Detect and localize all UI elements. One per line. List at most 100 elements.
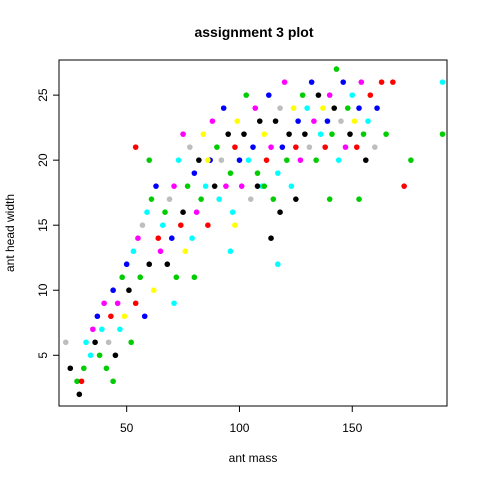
data-point bbox=[282, 79, 288, 85]
data-point bbox=[232, 144, 238, 150]
data-point bbox=[257, 118, 263, 124]
data-point bbox=[372, 144, 378, 150]
data-point bbox=[363, 157, 369, 163]
data-point bbox=[160, 222, 166, 228]
data-point bbox=[137, 274, 143, 280]
data-point bbox=[189, 235, 195, 241]
data-point bbox=[345, 105, 351, 111]
data-point bbox=[354, 144, 360, 150]
data-point bbox=[214, 144, 220, 150]
chart-title: assignment 3 plot bbox=[194, 24, 313, 40]
data-point bbox=[264, 157, 270, 163]
data-point bbox=[318, 131, 324, 137]
data-point bbox=[99, 326, 105, 332]
data-point bbox=[223, 183, 229, 189]
data-point bbox=[149, 196, 155, 202]
data-point bbox=[383, 131, 389, 137]
data-point bbox=[248, 196, 254, 202]
data-point bbox=[176, 157, 182, 163]
data-point bbox=[368, 92, 374, 98]
data-point bbox=[192, 274, 198, 280]
data-point bbox=[146, 261, 152, 267]
data-point bbox=[187, 144, 193, 150]
data-point bbox=[291, 105, 297, 111]
data-point bbox=[115, 300, 121, 306]
x-axis-label: ant mass bbox=[229, 451, 278, 465]
data-point bbox=[327, 92, 333, 98]
data-point bbox=[104, 365, 110, 371]
data-point bbox=[246, 157, 252, 163]
data-point bbox=[77, 391, 83, 397]
data-point bbox=[221, 105, 227, 111]
data-point bbox=[379, 79, 385, 85]
data-point bbox=[277, 209, 283, 215]
data-point bbox=[110, 287, 116, 293]
data-point bbox=[133, 300, 139, 306]
data-point bbox=[153, 183, 159, 189]
data-point bbox=[92, 339, 98, 345]
data-point bbox=[334, 66, 340, 72]
y-tick-label: 15 bbox=[36, 218, 50, 232]
data-point bbox=[273, 118, 279, 124]
data-point bbox=[194, 209, 200, 215]
data-point bbox=[106, 339, 112, 345]
x-axis: 50 100 150 bbox=[120, 406, 363, 435]
data-point bbox=[124, 261, 130, 267]
data-point bbox=[198, 196, 204, 202]
data-point bbox=[329, 131, 335, 137]
data-point bbox=[142, 313, 148, 319]
data-point bbox=[185, 183, 191, 189]
x-tick-label: 150 bbox=[342, 421, 362, 435]
data-point bbox=[280, 144, 286, 150]
x-tick-label: 50 bbox=[120, 421, 134, 435]
data-point bbox=[201, 131, 207, 137]
data-point bbox=[286, 131, 292, 137]
data-point bbox=[97, 352, 103, 358]
data-point bbox=[275, 170, 281, 176]
data-point bbox=[331, 105, 337, 111]
data-point bbox=[320, 105, 326, 111]
data-point bbox=[144, 209, 150, 215]
data-point bbox=[304, 105, 310, 111]
y-tick-label: 10 bbox=[36, 283, 50, 297]
data-point bbox=[390, 79, 396, 85]
data-point bbox=[340, 79, 346, 85]
y-tick-label: 25 bbox=[36, 88, 50, 102]
data-point bbox=[313, 157, 319, 163]
y-axis-label: ant head width bbox=[3, 194, 17, 272]
data-point bbox=[183, 248, 189, 254]
data-point bbox=[440, 131, 446, 137]
data-point bbox=[95, 313, 101, 319]
data-point bbox=[167, 196, 173, 202]
data-point bbox=[126, 287, 132, 293]
data-point bbox=[169, 235, 175, 241]
data-point bbox=[232, 222, 238, 228]
data-point bbox=[237, 157, 243, 163]
data-point bbox=[228, 170, 234, 176]
data-point bbox=[289, 183, 295, 189]
data-point bbox=[83, 339, 89, 345]
y-tick-label: 5 bbox=[36, 352, 50, 359]
data-point bbox=[122, 313, 128, 319]
data-point bbox=[356, 105, 362, 111]
data-point bbox=[192, 170, 198, 176]
x-tick-label: 100 bbox=[229, 421, 249, 435]
data-point bbox=[164, 261, 170, 267]
data-point bbox=[151, 287, 157, 293]
data-point bbox=[205, 157, 211, 163]
data-point bbox=[302, 131, 308, 137]
data-point bbox=[113, 352, 119, 358]
data-point bbox=[349, 92, 355, 98]
data-point bbox=[178, 222, 184, 228]
data-point bbox=[295, 118, 301, 124]
data-point bbox=[63, 339, 69, 345]
data-point bbox=[275, 261, 281, 267]
data-point bbox=[311, 118, 317, 124]
data-point bbox=[119, 274, 125, 280]
data-point bbox=[108, 313, 114, 319]
data-point bbox=[261, 131, 267, 137]
data-point bbox=[128, 339, 134, 345]
data-point bbox=[243, 92, 249, 98]
